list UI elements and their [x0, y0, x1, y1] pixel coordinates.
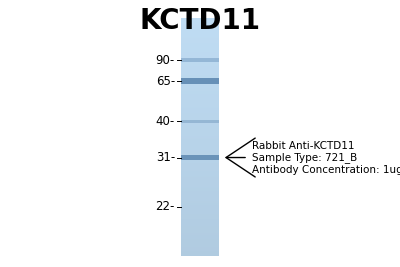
Text: 22-: 22-	[156, 201, 175, 213]
Text: 90-: 90-	[156, 54, 175, 66]
Bar	[181, 58, 219, 62]
Text: Sample Type: 721_B: Sample Type: 721_B	[252, 152, 357, 163]
Text: KCTD11: KCTD11	[140, 7, 260, 35]
Text: 65-: 65-	[156, 75, 175, 88]
Bar	[181, 155, 219, 160]
Bar	[181, 78, 219, 84]
Text: 40-: 40-	[156, 115, 175, 128]
FancyArrowPatch shape	[226, 138, 255, 177]
Text: Rabbit Anti-KCTD11: Rabbit Anti-KCTD11	[252, 140, 354, 151]
Text: 31-: 31-	[156, 151, 175, 164]
Text: Antibody Concentration: 1ug/mL: Antibody Concentration: 1ug/mL	[252, 164, 400, 175]
Bar	[181, 120, 219, 123]
